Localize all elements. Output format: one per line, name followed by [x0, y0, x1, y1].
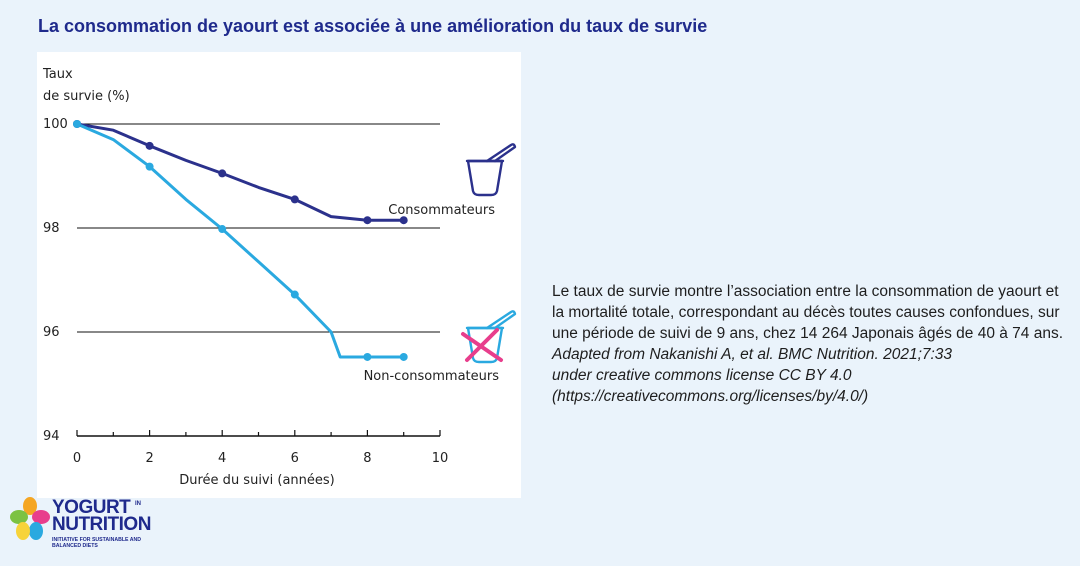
- logo-superscript: IN: [135, 501, 141, 507]
- logo-petals-icon: [10, 497, 50, 540]
- page-title: La consommation de yaourt est associée à…: [38, 16, 708, 36]
- y-tick-label-96: 96: [43, 325, 60, 340]
- survival-line-chart: 94 96 98 100 0 2 4 6 8 10 Taux de survie (%) Duré…: [42, 67, 517, 488]
- data-point-non-consommateurs-4: [218, 225, 227, 234]
- data-point-non-consommateurs-8: [363, 352, 372, 361]
- data-point-non-consommateurs-2: [145, 162, 154, 171]
- chart-description: Le taux de survie montre l’association e…: [552, 281, 1072, 407]
- chart-axes: 94 96 98 100 0 2 4 6 8 10: [43, 117, 448, 466]
- x-axis-label: Durée du suivi (années): [179, 473, 334, 488]
- x-tick-label-6: 6: [291, 451, 299, 466]
- chart-panel: 94 96 98 100 0 2 4 6 8 10 Taux de survie (%) Duré…: [37, 52, 521, 498]
- citation-line-1: Adapted from Nakanishi A, et al. BMC Nut…: [552, 346, 953, 363]
- y-tick-label-98: 98: [43, 221, 60, 236]
- logo-line-1: YOGURT: [52, 497, 131, 518]
- x-tick-label-8: 8: [363, 451, 371, 466]
- logo-tagline: Initiative for sustainable and balanced …: [52, 537, 141, 549]
- data-point-non-consommateurs-0: [73, 120, 81, 128]
- citation-line-2: under creative commons license CC BY 4.0: [552, 367, 852, 384]
- data-point-consommateurs-4: [218, 169, 227, 178]
- x-tick-label-10: 10: [432, 451, 449, 466]
- logo-line-2: NUTRITION: [52, 514, 151, 535]
- x-tick-label-2: 2: [145, 451, 153, 466]
- crossed-yogurt-cup-icon: [461, 310, 517, 364]
- data-point-non-consommateurs-6: [290, 290, 299, 299]
- yogurt-cup-icon: [465, 143, 517, 197]
- x-tick-label-4: 4: [218, 451, 226, 466]
- data-point-consommateurs-6: [290, 195, 299, 204]
- chart-gridlines: [77, 123, 440, 333]
- y-tick-label-100: 100: [43, 117, 68, 132]
- data-point-consommateurs-8: [363, 216, 372, 225]
- citation-line-3: (https://creativecommons.org/licenses/by…: [552, 388, 869, 405]
- series-label-consommateurs: Consommateurs: [388, 203, 495, 218]
- data-point-consommateurs-2: [145, 141, 154, 150]
- series-line-non-consommateurs: [75, 122, 406, 359]
- data-point-consommateurs-9: [399, 216, 408, 225]
- data-point-non-consommateurs-9: [399, 352, 408, 361]
- chart-series-lines: [75, 122, 406, 359]
- chart-series-markers: [73, 120, 408, 361]
- y-tick-label-94: 94: [43, 429, 60, 444]
- series-line-consommateurs: [75, 122, 406, 222]
- yogurt-in-nutrition-logo: YOGURT IN NUTRITION Initiative for susta…: [8, 497, 158, 559]
- y-axis-label-line2: de survie (%): [43, 89, 130, 104]
- description-text: Le taux de survie montre l’association e…: [552, 283, 1064, 342]
- x-tick-label-0: 0: [73, 451, 81, 466]
- y-axis-label-line1: Taux: [42, 67, 73, 82]
- series-label-non-consommateurs: Non-consommateurs: [364, 369, 500, 384]
